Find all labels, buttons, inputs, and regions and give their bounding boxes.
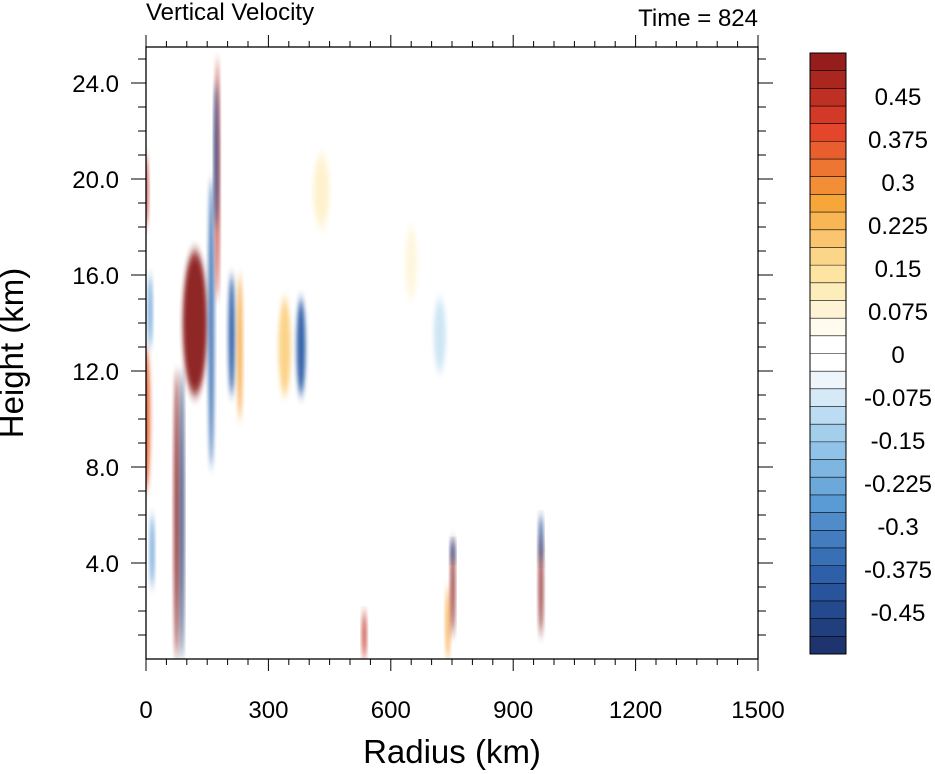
colorbar-swatch [810, 512, 846, 531]
velocity-cell [313, 155, 330, 227]
x-tick-label: 0 [139, 697, 152, 724]
colorbar-swatch [810, 441, 846, 460]
chart-title: Vertical Velocity [146, 0, 314, 26]
colorbar-swatch [810, 70, 846, 89]
colorbar-swatch [810, 600, 846, 619]
colorbar-swatch [810, 88, 846, 107]
colorbar-swatch [810, 424, 846, 443]
velocity-cell [433, 299, 446, 371]
colorbar-swatch [810, 229, 846, 248]
colorbar-swatch [810, 335, 846, 354]
colorbar-label: -0.3 [877, 514, 918, 541]
colorbar-swatch [810, 141, 846, 160]
x-tick-label: 600 [371, 697, 411, 724]
colorbar-swatch [810, 106, 846, 125]
y-tick-label: 24.0 [72, 71, 119, 98]
y-tick-label: 16.0 [72, 263, 119, 290]
colorbar-swatch [810, 459, 846, 478]
velocity-cell [237, 275, 243, 419]
colorbar-swatch [810, 477, 846, 496]
colorbar-label: -0.45 [871, 600, 926, 627]
colorbar-label: 0.15 [875, 256, 922, 283]
colorbar-swatch [810, 300, 846, 319]
colorbar-label: -0.075 [864, 385, 932, 412]
colorbar-label: 0.075 [868, 299, 928, 326]
y-tick-label: 20.0 [72, 167, 119, 194]
colorbar-label: -0.375 [864, 557, 932, 584]
y-axis-label: Height (km) [0, 268, 30, 439]
colorbar-swatch [810, 159, 846, 178]
y-tick-label: 8.0 [86, 455, 119, 482]
colorbar-swatch [810, 530, 846, 549]
velocity-cell [150, 515, 155, 587]
colorbar-frame [809, 52, 847, 655]
colorbar-swatch [810, 194, 846, 213]
velocity-cell [228, 275, 235, 395]
colorbar-swatch [810, 547, 846, 566]
velocity-cell [148, 275, 153, 347]
colorbar-swatch [810, 282, 846, 301]
velocity-cell [296, 299, 306, 395]
velocity-cell [214, 83, 219, 227]
y-tick-label: 12.0 [72, 359, 119, 386]
y-tick-label: 4.0 [86, 551, 119, 578]
x-tick-label: 1500 [731, 697, 784, 724]
colorbar-label: 0.3 [881, 170, 914, 197]
velocity-cell [174, 371, 180, 659]
colorbar-swatch [810, 123, 846, 142]
colorbar-swatch [810, 388, 846, 407]
colorbar-swatch [810, 353, 846, 372]
x-tick-label: 300 [248, 697, 288, 724]
velocity-cell [179, 371, 184, 659]
velocity-cell [538, 539, 543, 635]
colorbar-swatch [810, 618, 846, 637]
colorbar-swatch [810, 636, 846, 655]
velocity-cell [450, 539, 455, 563]
y-axis: 4.0 8.0 12.0 16.0 20.0 24.0 [72, 58, 773, 636]
colorbar-swatch [810, 583, 846, 602]
colorbar-swatch [810, 371, 846, 390]
colorbar-labels: 0.45 0.375 0.3 0.225 0.15 0.075 0 -0.075 -0.15 -0… [864, 84, 932, 627]
velocity-cell [278, 299, 291, 395]
colorbar [809, 52, 847, 655]
colorbar-swatch [810, 212, 846, 231]
colorbar-swatch [810, 318, 846, 337]
colorbar-label: -0.225 [864, 471, 932, 498]
colorbar-swatch [810, 265, 846, 284]
time-label: Time = 824 [638, 5, 758, 32]
velocity-cell [405, 227, 418, 299]
x-tick-label: 900 [493, 697, 533, 724]
velocity-cell [362, 611, 367, 659]
heatmap-field [146, 59, 543, 659]
x-tick-label: 1200 [609, 697, 662, 724]
colorbar-swatch [810, 247, 846, 266]
velocity-cell [182, 251, 208, 395]
x-axis-label: Radius (km) [363, 733, 541, 770]
colorbar-swatch [810, 565, 846, 584]
velocity-cell [450, 539, 455, 635]
colorbar-swatch [810, 176, 846, 195]
velocity-cell [445, 587, 450, 659]
colorbar-swatch [810, 494, 846, 513]
colorbar-label: 0.375 [868, 127, 928, 154]
velocity-cell [208, 179, 215, 467]
colorbar-label: 0.45 [875, 84, 922, 111]
colorbar-swatch [810, 53, 846, 71]
x-axis: 0 300 600 900 1200 1500 [139, 35, 785, 724]
colorbar-label: -0.15 [871, 428, 926, 455]
colorbar-label: 0 [891, 342, 904, 369]
velocity-cell [146, 347, 151, 491]
colorbar-label: 0.225 [868, 213, 928, 240]
velocity-cell [538, 515, 543, 563]
colorbar-swatch [810, 406, 846, 425]
